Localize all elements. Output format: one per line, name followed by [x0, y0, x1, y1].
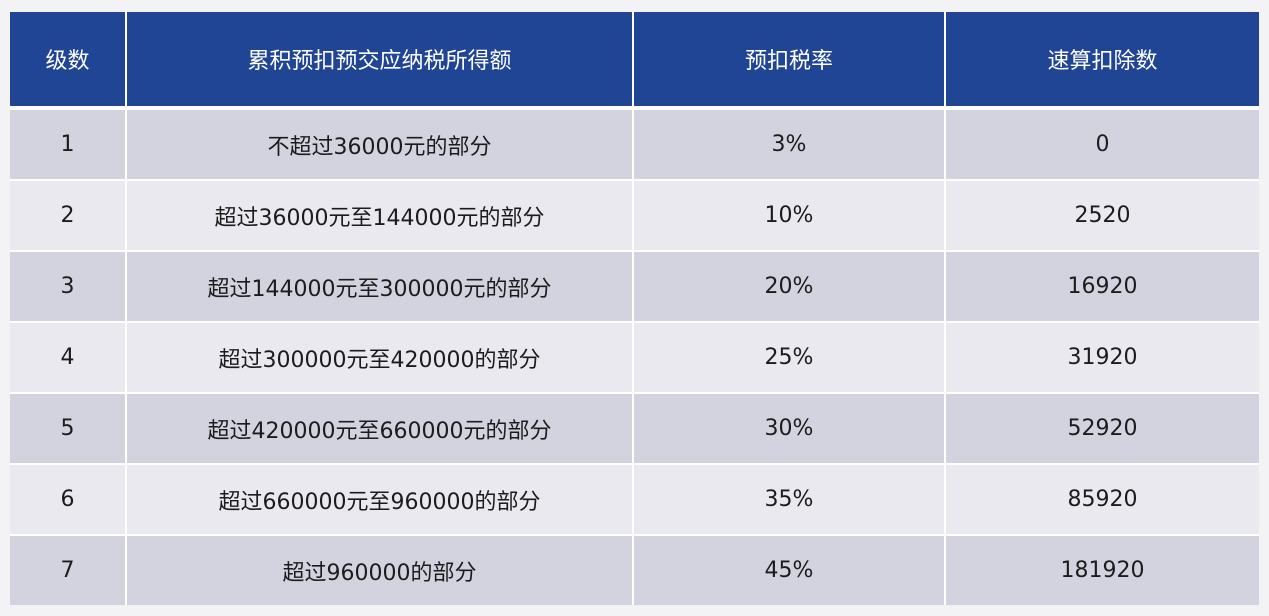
- cell-level: 2: [10, 180, 127, 252]
- cell-level: 3: [10, 251, 127, 323]
- header-row: 级数 累积预扣预交应纳税所得额 预扣税率 速算扣除数: [10, 12, 1259, 110]
- cell-tax-rate: 10%: [633, 180, 946, 252]
- header-level: 级数: [10, 12, 127, 110]
- cell-quick-deduction: 0: [945, 108, 1259, 181]
- cell-tax-rate: 45%: [633, 535, 946, 605]
- cell-quick-deduction: 85920: [945, 464, 1259, 536]
- cell-tax-rate: 30%: [633, 393, 946, 465]
- table-row: 3 超过144000元至300000元的部分 20% 16920: [10, 251, 1259, 323]
- tax-rate-table-container: 级数 累积预扣预交应纳税所得额 预扣税率 速算扣除数 1 不超过36000元的部…: [10, 12, 1259, 605]
- table-row: 5 超过420000元至660000元的部分 30% 52920: [10, 393, 1259, 465]
- cell-level: 5: [10, 393, 127, 465]
- table-row: 7 超过960000的部分 45% 181920: [10, 535, 1259, 605]
- cell-tax-rate: 25%: [633, 322, 946, 394]
- table-header: 级数 累积预扣预交应纳税所得额 预扣税率 速算扣除数: [10, 12, 1259, 110]
- cell-tax-rate: 3%: [633, 108, 946, 181]
- cell-income-range: 超过144000元至300000元的部分: [126, 251, 634, 323]
- table-row: 4 超过300000元至420000的部分 25% 31920: [10, 322, 1259, 394]
- cell-income-range: 超过660000元至960000的部分: [126, 464, 634, 536]
- cell-level: 1: [10, 108, 127, 181]
- table-row: 2 超过36000元至144000元的部分 10% 2520: [10, 180, 1259, 252]
- cell-quick-deduction: 181920: [945, 535, 1259, 605]
- cell-income-range: 不超过36000元的部分: [126, 108, 634, 181]
- header-quick-deduction: 速算扣除数: [945, 12, 1259, 110]
- table-body: 1 不超过36000元的部分 3% 0 2 超过36000元至144000元的部…: [10, 108, 1259, 605]
- cell-level: 4: [10, 322, 127, 394]
- cell-level: 6: [10, 464, 127, 536]
- cell-quick-deduction: 52920: [945, 393, 1259, 465]
- cell-income-range: 超过36000元至144000元的部分: [126, 180, 634, 252]
- cell-income-range: 超过300000元至420000的部分: [126, 322, 634, 394]
- tax-rate-table: 级数 累积预扣预交应纳税所得额 预扣税率 速算扣除数 1 不超过36000元的部…: [10, 12, 1259, 605]
- table-row: 1 不超过36000元的部分 3% 0: [10, 108, 1259, 181]
- header-income-range: 累积预扣预交应纳税所得额: [126, 12, 634, 110]
- cell-quick-deduction: 16920: [945, 251, 1259, 323]
- cell-income-range: 超过420000元至660000元的部分: [126, 393, 634, 465]
- cell-tax-rate: 35%: [633, 464, 946, 536]
- cell-income-range: 超过960000的部分: [126, 535, 634, 605]
- cell-quick-deduction: 31920: [945, 322, 1259, 394]
- header-tax-rate: 预扣税率: [633, 12, 946, 110]
- cell-level: 7: [10, 535, 127, 605]
- cell-tax-rate: 20%: [633, 251, 946, 323]
- table-row: 6 超过660000元至960000的部分 35% 85920: [10, 464, 1259, 536]
- cell-quick-deduction: 2520: [945, 180, 1259, 252]
